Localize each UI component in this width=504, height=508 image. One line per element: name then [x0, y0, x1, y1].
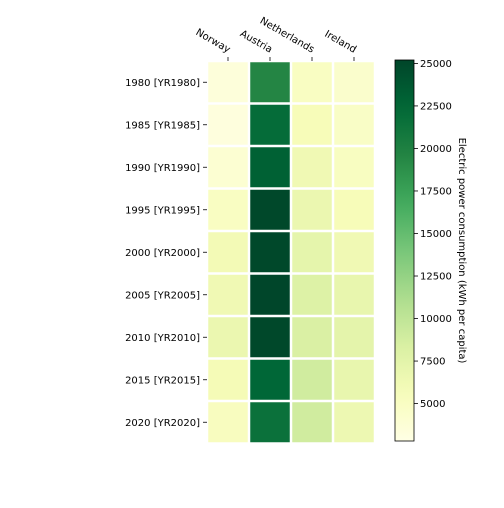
column-label: Norway	[194, 27, 232, 56]
heatmap-cell	[208, 232, 248, 273]
heatmap-cell	[208, 147, 248, 188]
row-label: 1990 [YR1990]	[125, 163, 200, 174]
heatmap-cell	[208, 402, 248, 443]
heatmap-cell	[292, 189, 332, 230]
heatmap-cell	[292, 359, 332, 400]
colorbar-tick-label: 22500	[420, 101, 452, 112]
colorbar	[394, 59, 415, 442]
heatmap-cell	[208, 274, 248, 315]
colorbar-tick-label: 5000	[420, 399, 445, 410]
heatmap-cell	[208, 317, 248, 358]
colorbar-tick-label: 25000	[420, 59, 452, 70]
heatmap-cell	[334, 274, 374, 315]
heatmap-cell	[208, 62, 248, 103]
heatmap-cell	[208, 189, 248, 230]
heatmap-cell	[334, 147, 374, 188]
row-label: 2015 [YR2015]	[125, 375, 200, 386]
colorbar-tick-label: 20000	[420, 144, 452, 155]
heatmap-cell	[334, 317, 374, 358]
heatmap-cell	[250, 274, 290, 315]
heatmap-cell	[334, 189, 374, 230]
heatmap-cell	[292, 104, 332, 145]
heatmap-cell	[292, 317, 332, 358]
heatmap-cell	[250, 147, 290, 188]
heatmap-cell	[292, 147, 332, 188]
heatmap-cell	[250, 359, 290, 400]
heatmap-cell	[250, 62, 290, 103]
row-label: 2005 [YR2005]	[125, 290, 200, 301]
heatmap-cell	[292, 62, 332, 103]
heatmap-cell	[292, 274, 332, 315]
row-label: 2020 [YR2020]	[125, 418, 200, 429]
colorbar-tick-label: 7500	[420, 357, 445, 368]
heatmap-cell	[334, 402, 374, 443]
heatmap-cell	[292, 232, 332, 273]
heatmap-cell	[208, 359, 248, 400]
heatmap-cell	[334, 62, 374, 103]
row-label: 1995 [YR1995]	[125, 205, 200, 216]
heatmap-cell	[250, 232, 290, 273]
heatmap-cell	[250, 317, 290, 358]
colorbar-tick-label: 12500	[420, 272, 452, 283]
column-label: Austria	[238, 28, 274, 55]
colorbar-tick-label: 17500	[420, 186, 452, 197]
heatmap-cell	[208, 104, 248, 145]
row-label: 1980 [YR1980]	[125, 78, 200, 89]
heatmap-cell	[250, 402, 290, 443]
colorbar-tick-label: 15000	[420, 229, 452, 240]
row-label: 2000 [YR2000]	[125, 248, 200, 259]
heatmap-cell	[334, 359, 374, 400]
colorbar-tick-label: 10000	[420, 314, 452, 325]
heatmap-cell	[250, 104, 290, 145]
row-label: 1985 [YR1985]	[125, 120, 200, 131]
colorbar-label: Electric power consumption (kWh per capi…	[456, 138, 467, 364]
heatmap-cell	[334, 232, 374, 273]
heatmap-cell	[334, 104, 374, 145]
heatmap-cell	[250, 189, 290, 230]
heatmap-cell	[292, 402, 332, 443]
column-label: Ireland	[323, 29, 358, 56]
row-label: 2010 [YR2010]	[125, 333, 200, 344]
